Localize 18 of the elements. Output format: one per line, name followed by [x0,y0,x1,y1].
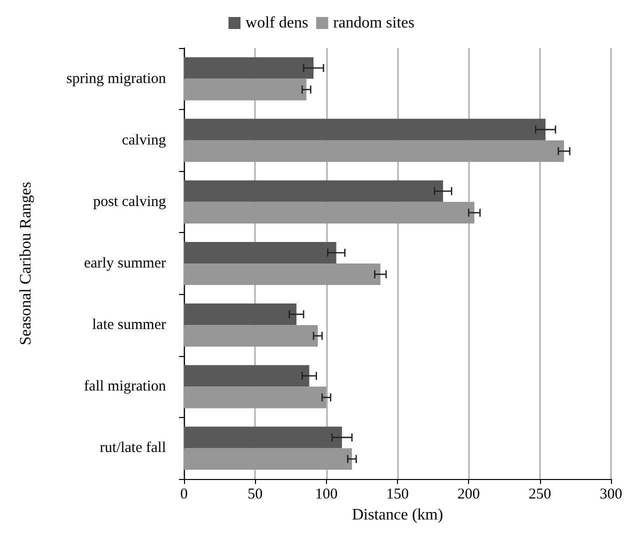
x-tick-label: 250 [528,486,552,502]
x-tick-label: 150 [386,486,409,502]
x-tick-label: 0 [180,486,188,502]
y-tick-label: fall migration [84,378,166,395]
x-tick-label: 100 [315,486,338,502]
y-tick-label: early summer [84,256,166,272]
x-tick-label: 300 [600,486,622,502]
x-axis-title: Distance (km) [352,506,444,524]
x-tick-label: 50 [248,486,263,502]
y-tick-label: calving [122,132,166,148]
x-tick-label: 200 [457,486,480,502]
y-tick-label: late summer [92,317,166,334]
y-tick-label: rut/late fall [100,440,166,456]
y-tick-label: post calving [93,194,166,210]
y-tick-label: spring migration [66,70,166,87]
legend-label: wolf dens [246,14,308,32]
legend-label: random sites [333,14,414,32]
y-axis-title: Seasonal Caribou Ranges [18,182,34,346]
